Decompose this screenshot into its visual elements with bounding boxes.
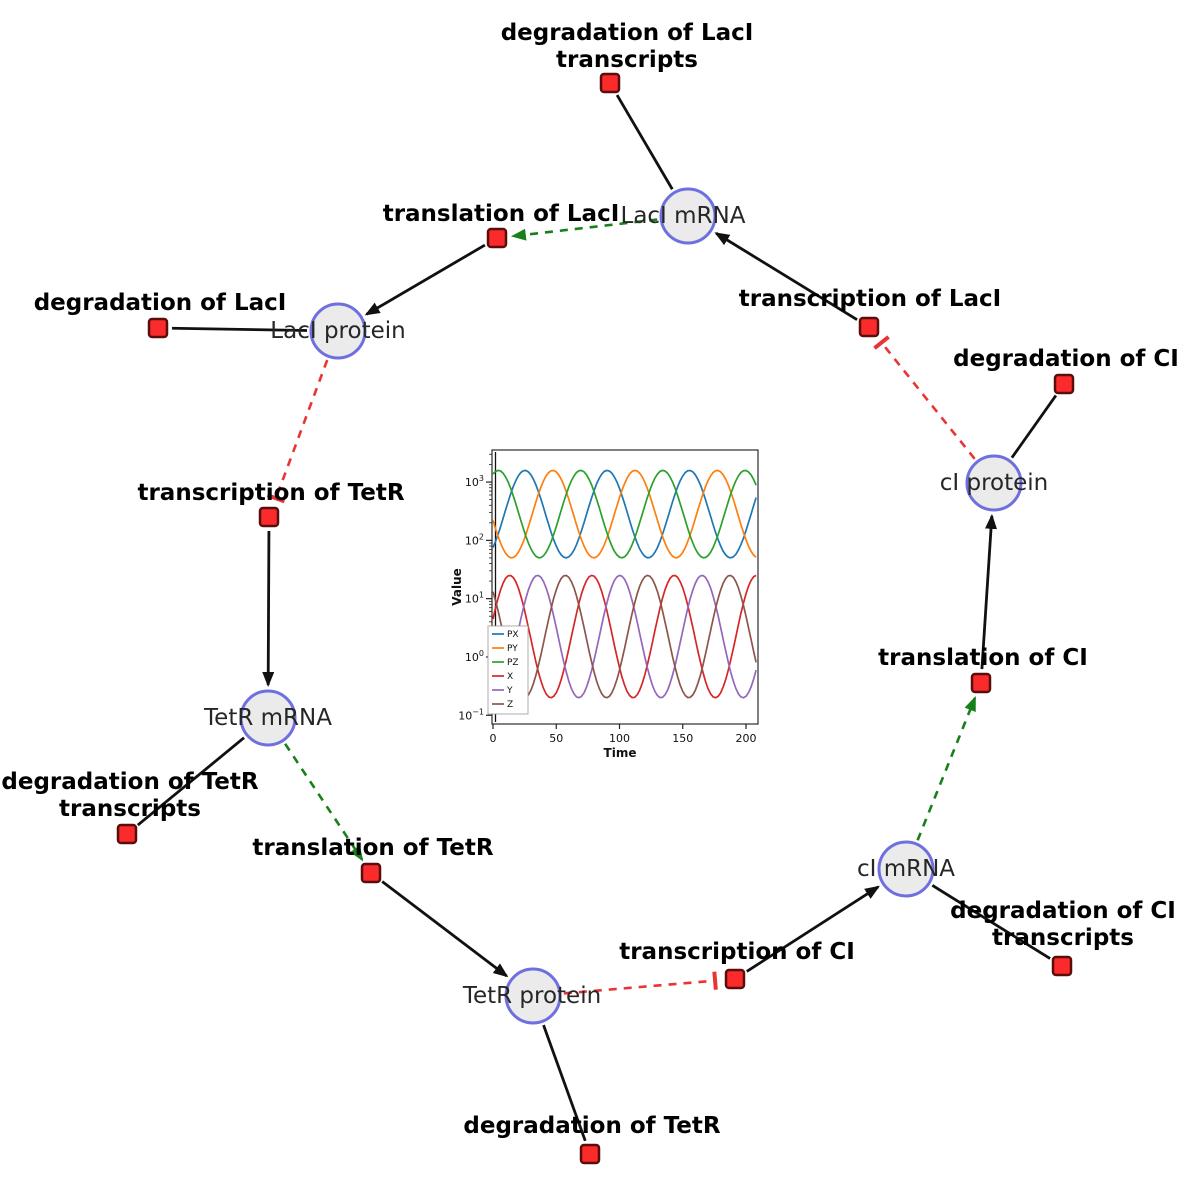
series-line-X bbox=[492, 574, 757, 699]
reaction-label-deg_ci_tx: degradation of CI bbox=[950, 898, 1176, 924]
edge-transl_tetr-tetr_protein bbox=[381, 880, 509, 978]
reaction-node-deg_laci_tx[interactable] bbox=[599, 72, 621, 94]
reaction-label-transl_tetr: translation of TetR bbox=[252, 835, 493, 861]
reaction-label-transc_tetr: transcription of TetR bbox=[137, 480, 404, 506]
legend-label-PZ: PZ bbox=[507, 658, 519, 668]
edge-tetr_protein-transc_ci bbox=[563, 979, 716, 995]
edge-transc_laci-laci_mrna bbox=[714, 232, 858, 321]
reaction-node-deg_ci[interactable] bbox=[1053, 373, 1075, 395]
x-tick-label: 150 bbox=[672, 732, 693, 745]
x-tick-label: 200 bbox=[736, 732, 757, 745]
species-label-ci_protein: cI protein bbox=[940, 470, 1049, 496]
inhibition-tbar-ci_protein-transc_laci bbox=[873, 335, 890, 350]
edge-ci_mrna-deg_ci_tx bbox=[931, 884, 1051, 960]
reaction-node-deg_ci_tx[interactable] bbox=[1051, 955, 1073, 977]
edge-laci_mrna-deg_laci_tx bbox=[615, 94, 674, 190]
reaction-node-transl_laci[interactable] bbox=[486, 227, 508, 249]
reaction-node-transl_tetr[interactable] bbox=[360, 862, 382, 884]
species-label-tetr_protein: TetR protein bbox=[462, 983, 601, 1009]
edge-laci_mrna-transl_laci bbox=[510, 218, 658, 241]
reaction-node-transl_ci[interactable] bbox=[970, 672, 992, 694]
edge-ci_mrna-transl_ci bbox=[916, 695, 977, 841]
edge-tetr_mrna-deg_tetr_tx bbox=[136, 736, 245, 827]
species-label-laci_protein: LacI protein bbox=[270, 318, 405, 344]
reaction-node-deg_tetr_tx[interactable] bbox=[116, 823, 138, 845]
reaction-node-deg_tetr[interactable] bbox=[579, 1143, 601, 1165]
y-tick-label: 101 bbox=[465, 591, 484, 606]
legend-label-PY: PY bbox=[507, 644, 518, 654]
series-line-PZ bbox=[492, 469, 757, 559]
legend-label-Y: Y bbox=[506, 686, 513, 696]
reaction-label-deg_ci_tx: transcripts bbox=[992, 925, 1134, 951]
edge-transl_ci-ci_protein bbox=[980, 513, 998, 670]
reaction-label-transl_ci: translation of CI bbox=[878, 645, 1088, 671]
edge-transc_ci-ci_mrna bbox=[746, 885, 880, 973]
series-line-PX bbox=[492, 469, 757, 559]
species-label-tetr_mrna: TetR mRNA bbox=[203, 705, 332, 731]
x-axis-label: Time bbox=[604, 746, 637, 760]
legend-label-Z: Z bbox=[507, 700, 513, 710]
reaction-label-deg_tetr: degradation of TetR bbox=[463, 1113, 720, 1139]
edge-laci_protein-deg_laci bbox=[171, 326, 308, 332]
reaction-label-deg_tetr_tx: transcripts bbox=[59, 796, 201, 822]
reaction-label-transl_laci: translation of LacI bbox=[383, 201, 620, 227]
edges-layer bbox=[136, 94, 1058, 1142]
legend-label-PX: PX bbox=[507, 630, 519, 640]
inhibition-tbar-laci_protein-transc_tetr bbox=[266, 493, 286, 504]
species-label-laci_mrna: LacI mRNA bbox=[621, 203, 746, 229]
edge-transc_tetr-tetr_mrna bbox=[262, 530, 275, 688]
x-tick-label: 100 bbox=[609, 732, 630, 745]
reaction-node-transc_ci[interactable] bbox=[724, 968, 746, 990]
inhibition-tbar-tetr_protein-transc_ci bbox=[712, 971, 718, 990]
species-node-tetr_mrna[interactable] bbox=[239, 689, 297, 747]
reaction-label-deg_ci: degradation of CI bbox=[953, 346, 1179, 372]
series-line-Z bbox=[492, 574, 757, 699]
y-tick-label: 102 bbox=[465, 532, 484, 547]
species-node-tetr_protein[interactable] bbox=[504, 967, 562, 1025]
y-tick-label: 10−1 bbox=[458, 707, 484, 722]
reaction-label-deg_laci_tx: degradation of LacI bbox=[501, 20, 754, 46]
reaction-label-deg_laci: degradation of LacI bbox=[34, 290, 287, 316]
y-axis-label: Value bbox=[450, 568, 464, 606]
species-node-laci_mrna[interactable] bbox=[659, 187, 717, 245]
reaction-node-transc_tetr[interactable] bbox=[258, 506, 280, 528]
legend-label-X: X bbox=[507, 672, 513, 682]
reaction-label-deg_laci_tx: transcripts bbox=[556, 47, 698, 73]
species-node-ci_mrna[interactable] bbox=[877, 840, 935, 898]
species-label-ci_mrna: cI mRNA bbox=[857, 856, 955, 882]
species-node-laci_protein[interactable] bbox=[309, 302, 367, 360]
y-tick-label: 100 bbox=[465, 649, 484, 664]
edge-tetr_protein-deg_tetr bbox=[542, 1024, 587, 1142]
chart-frame bbox=[491, 449, 759, 725]
reaction-node-transc_laci[interactable] bbox=[858, 316, 880, 338]
x-tick-label: 50 bbox=[549, 732, 563, 745]
reaction-label-transc_laci: transcription of LacI bbox=[739, 286, 1002, 312]
reaction-node-deg_laci[interactable] bbox=[147, 317, 169, 339]
series-line-Y bbox=[492, 574, 757, 699]
x-tick-label: 0 bbox=[490, 732, 497, 745]
labels-layer: LacI mRNA LacI protein TetR mRNA TetR prote… bbox=[1, 20, 1178, 1139]
series-line-PY bbox=[492, 469, 757, 559]
edge-ci_protein-transc_laci bbox=[880, 341, 976, 460]
y-tick-label: 103 bbox=[465, 474, 484, 489]
edge-ci_protein-deg_ci bbox=[1010, 394, 1058, 459]
species-node-ci_protein[interactable] bbox=[965, 454, 1023, 512]
edge-laci_protein-transc_tetr bbox=[274, 359, 329, 499]
reaction-label-deg_tetr_tx: degradation of TetR bbox=[1, 769, 258, 795]
edge-transl_laci-laci_protein bbox=[364, 243, 486, 316]
chart-legend: PX PY PZ XYZ bbox=[487, 625, 529, 715]
reaction-label-transc_ci: transcription of CI bbox=[619, 939, 855, 965]
nodes-layer bbox=[116, 72, 1075, 1165]
